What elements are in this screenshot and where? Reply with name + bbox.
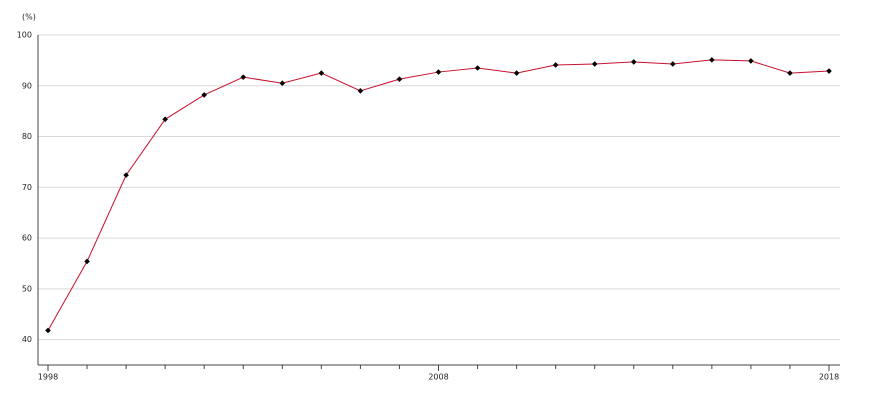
data-point (787, 70, 793, 76)
y-tick-label: 50 (22, 284, 32, 293)
y-tick-label: 70 (22, 183, 32, 192)
x-tick-label: 1998 (38, 373, 58, 382)
x-tick-label: 2008 (428, 373, 448, 382)
data-line (47, 59, 830, 331)
data-point (630, 59, 637, 65)
y-tick-label: 40 (22, 335, 32, 344)
y-axis-unit: (%) (22, 13, 36, 22)
data-point (748, 58, 754, 64)
data-point (357, 88, 364, 94)
data-point (84, 258, 90, 265)
data-point (240, 74, 247, 80)
y-tick-label: 90 (22, 81, 32, 90)
data-point (474, 65, 481, 71)
data-point (396, 76, 403, 82)
data-point (162, 116, 168, 123)
data-point (279, 80, 286, 87)
data-point (513, 70, 520, 76)
data-point (45, 327, 51, 334)
data-point (123, 172, 129, 178)
data-point (435, 69, 442, 75)
data-point (591, 61, 598, 67)
y-tick-label: 60 (22, 234, 32, 243)
y-tick-label: 80 (22, 132, 32, 141)
data-point (318, 70, 325, 76)
y-tick-label: 100 (17, 31, 32, 40)
data-point (670, 61, 676, 67)
data-point (709, 57, 715, 63)
data-point (826, 68, 832, 74)
data-point (552, 62, 559, 68)
x-tick-label: 2018 (819, 373, 839, 382)
data-point (201, 92, 207, 98)
